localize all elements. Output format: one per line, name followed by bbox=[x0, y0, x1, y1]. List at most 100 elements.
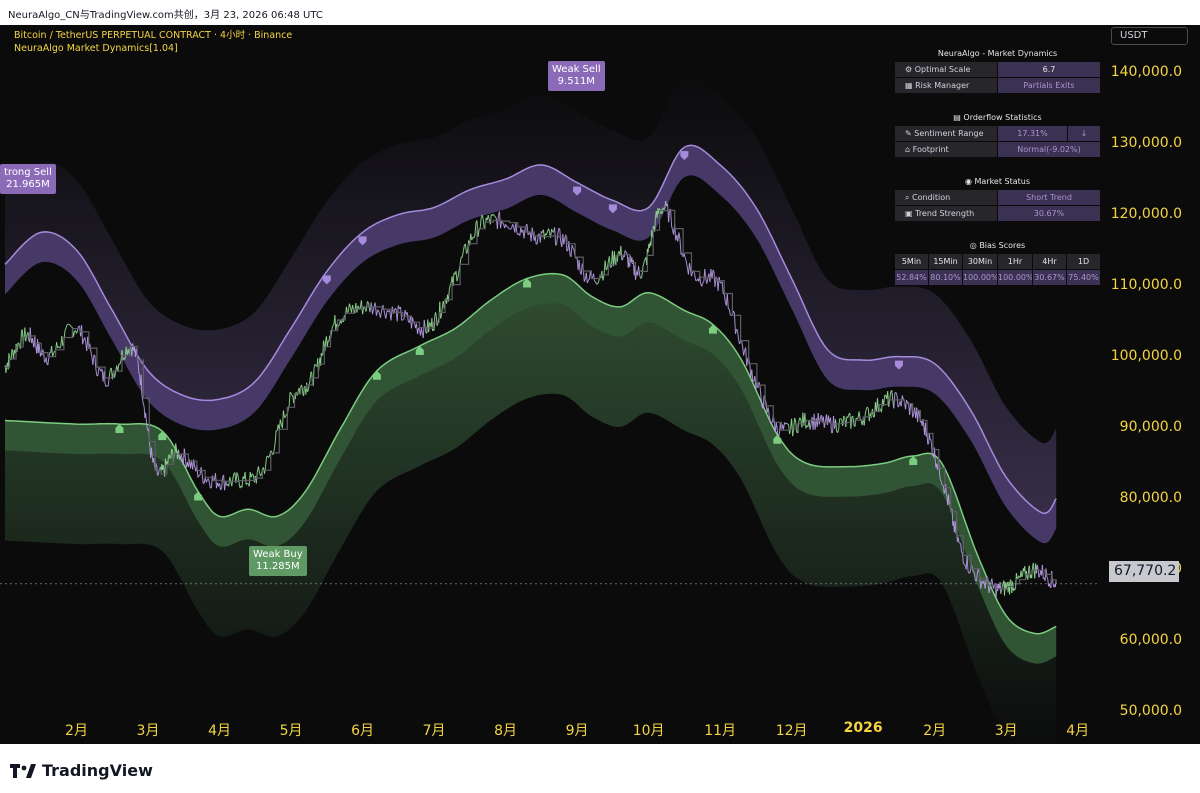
risk-manager-value: Partials Exits bbox=[998, 78, 1100, 93]
price-segment bbox=[411, 317, 413, 329]
price-segment bbox=[897, 405, 900, 408]
price-segment bbox=[895, 392, 898, 396]
price-segment bbox=[278, 419, 281, 431]
price-segment bbox=[309, 378, 311, 384]
price-segment bbox=[162, 465, 165, 472]
bear-marker bbox=[573, 186, 582, 196]
price-segment bbox=[926, 433, 929, 445]
price-segment bbox=[301, 384, 303, 388]
bias-value-cell: 30.67% bbox=[1033, 270, 1066, 285]
price-segment bbox=[570, 245, 573, 257]
price-segment bbox=[893, 393, 896, 409]
price-segment bbox=[44, 361, 46, 363]
price-segment bbox=[170, 448, 173, 459]
price-chart[interactable] bbox=[0, 25, 1200, 744]
price-segment bbox=[402, 318, 405, 321]
market-status-panel: ◉ Market Status ⌕ Condition Short Trend … bbox=[895, 174, 1101, 222]
price-segment bbox=[279, 419, 282, 425]
price-segment bbox=[1009, 579, 1012, 581]
price-segment bbox=[959, 542, 962, 545]
price-segment bbox=[175, 443, 178, 450]
chart-frame[interactable]: Bitcoin / TetherUS PERPETUAL CONTRACT · … bbox=[0, 25, 1200, 744]
price-segment bbox=[51, 346, 54, 357]
bull-marker bbox=[708, 324, 717, 334]
trail-step-line bbox=[5, 209, 1057, 590]
price-segment bbox=[931, 443, 933, 456]
price-segment bbox=[420, 327, 423, 334]
price-segment bbox=[835, 419, 838, 432]
price-segment bbox=[7, 353, 10, 370]
price-segment bbox=[678, 232, 681, 240]
price-segment bbox=[464, 243, 467, 254]
price-segment bbox=[229, 476, 232, 482]
price-segment bbox=[671, 226, 674, 231]
price-segment bbox=[941, 484, 944, 486]
price-segment bbox=[557, 228, 560, 235]
price-segment bbox=[548, 228, 550, 233]
dashboard-row: ▦ Risk Manager Partials Exits bbox=[895, 78, 1101, 94]
price-segment bbox=[940, 481, 943, 485]
price-segment bbox=[236, 472, 239, 476]
time-tick-label: 10月 bbox=[632, 723, 665, 739]
price-segment bbox=[1018, 575, 1020, 578]
price-segment bbox=[901, 395, 904, 400]
price-segment bbox=[527, 233, 530, 236]
price-segment bbox=[888, 399, 891, 407]
price-segment bbox=[180, 453, 183, 459]
price-segment bbox=[377, 309, 380, 313]
price-segment bbox=[972, 571, 975, 574]
time-tick-label: 3月 bbox=[136, 723, 160, 739]
price-segment bbox=[852, 416, 855, 426]
price-segment bbox=[219, 483, 222, 491]
price-segment bbox=[520, 227, 523, 233]
price-segment bbox=[309, 371, 312, 379]
price-segment bbox=[108, 369, 111, 377]
bull-marker bbox=[523, 278, 532, 288]
currency-button[interactable]: USDT bbox=[1111, 27, 1188, 45]
price-segment bbox=[183, 448, 186, 458]
price-segment bbox=[967, 570, 970, 574]
price-segment bbox=[605, 267, 608, 271]
bias-header-cell: 1D bbox=[1067, 254, 1100, 269]
bull-marker bbox=[115, 424, 124, 434]
price-segment bbox=[840, 418, 843, 421]
price-segment bbox=[732, 310, 735, 314]
price-tick-label: 110,000.0 bbox=[1110, 276, 1182, 293]
price-segment bbox=[737, 330, 739, 339]
price-segment bbox=[668, 209, 671, 223]
price-tick-label: 130,000.0 bbox=[1110, 134, 1182, 151]
price-segment bbox=[481, 214, 484, 219]
price-segment bbox=[138, 372, 141, 376]
bias-scores-panel: ◎ Bias Scores 5Min 15Min 30Min 1Hr 4Hr 1D 52.… bbox=[895, 238, 1101, 286]
dashboard-title: NeuraAlgo - Market Dynamics bbox=[937, 49, 1058, 58]
price-segment bbox=[1015, 573, 1018, 579]
price-segment bbox=[362, 306, 365, 315]
price-segment bbox=[372, 307, 375, 315]
tradingview-logo[interactable]: TradingView bbox=[10, 761, 153, 780]
price-segment bbox=[641, 266, 644, 275]
weak-sell-signal: Weak Sell 9.511M bbox=[548, 61, 605, 91]
price-segment bbox=[72, 331, 75, 337]
price-segment bbox=[1047, 578, 1050, 587]
price-segment bbox=[670, 209, 673, 227]
price-segment bbox=[559, 228, 562, 243]
price-segment bbox=[8, 353, 11, 358]
bear-marker bbox=[680, 151, 689, 161]
price-segment bbox=[321, 354, 324, 356]
time-tick-label: 4月 bbox=[1066, 723, 1090, 739]
price-segment bbox=[775, 421, 778, 431]
price-segment bbox=[157, 471, 160, 475]
price-segment bbox=[1028, 565, 1031, 579]
price-segment bbox=[274, 430, 277, 444]
price-segment bbox=[56, 342, 59, 348]
price-tick-label: 50,000.0 bbox=[1119, 702, 1182, 719]
price-segment bbox=[441, 303, 444, 312]
price-segment bbox=[338, 324, 340, 326]
price-segment bbox=[961, 553, 964, 564]
bear-marker bbox=[894, 360, 903, 370]
price-segment bbox=[452, 272, 455, 286]
price-segment bbox=[288, 392, 291, 406]
price-segment bbox=[1001, 583, 1004, 587]
price-segment bbox=[963, 564, 966, 566]
price-segment bbox=[168, 454, 171, 459]
